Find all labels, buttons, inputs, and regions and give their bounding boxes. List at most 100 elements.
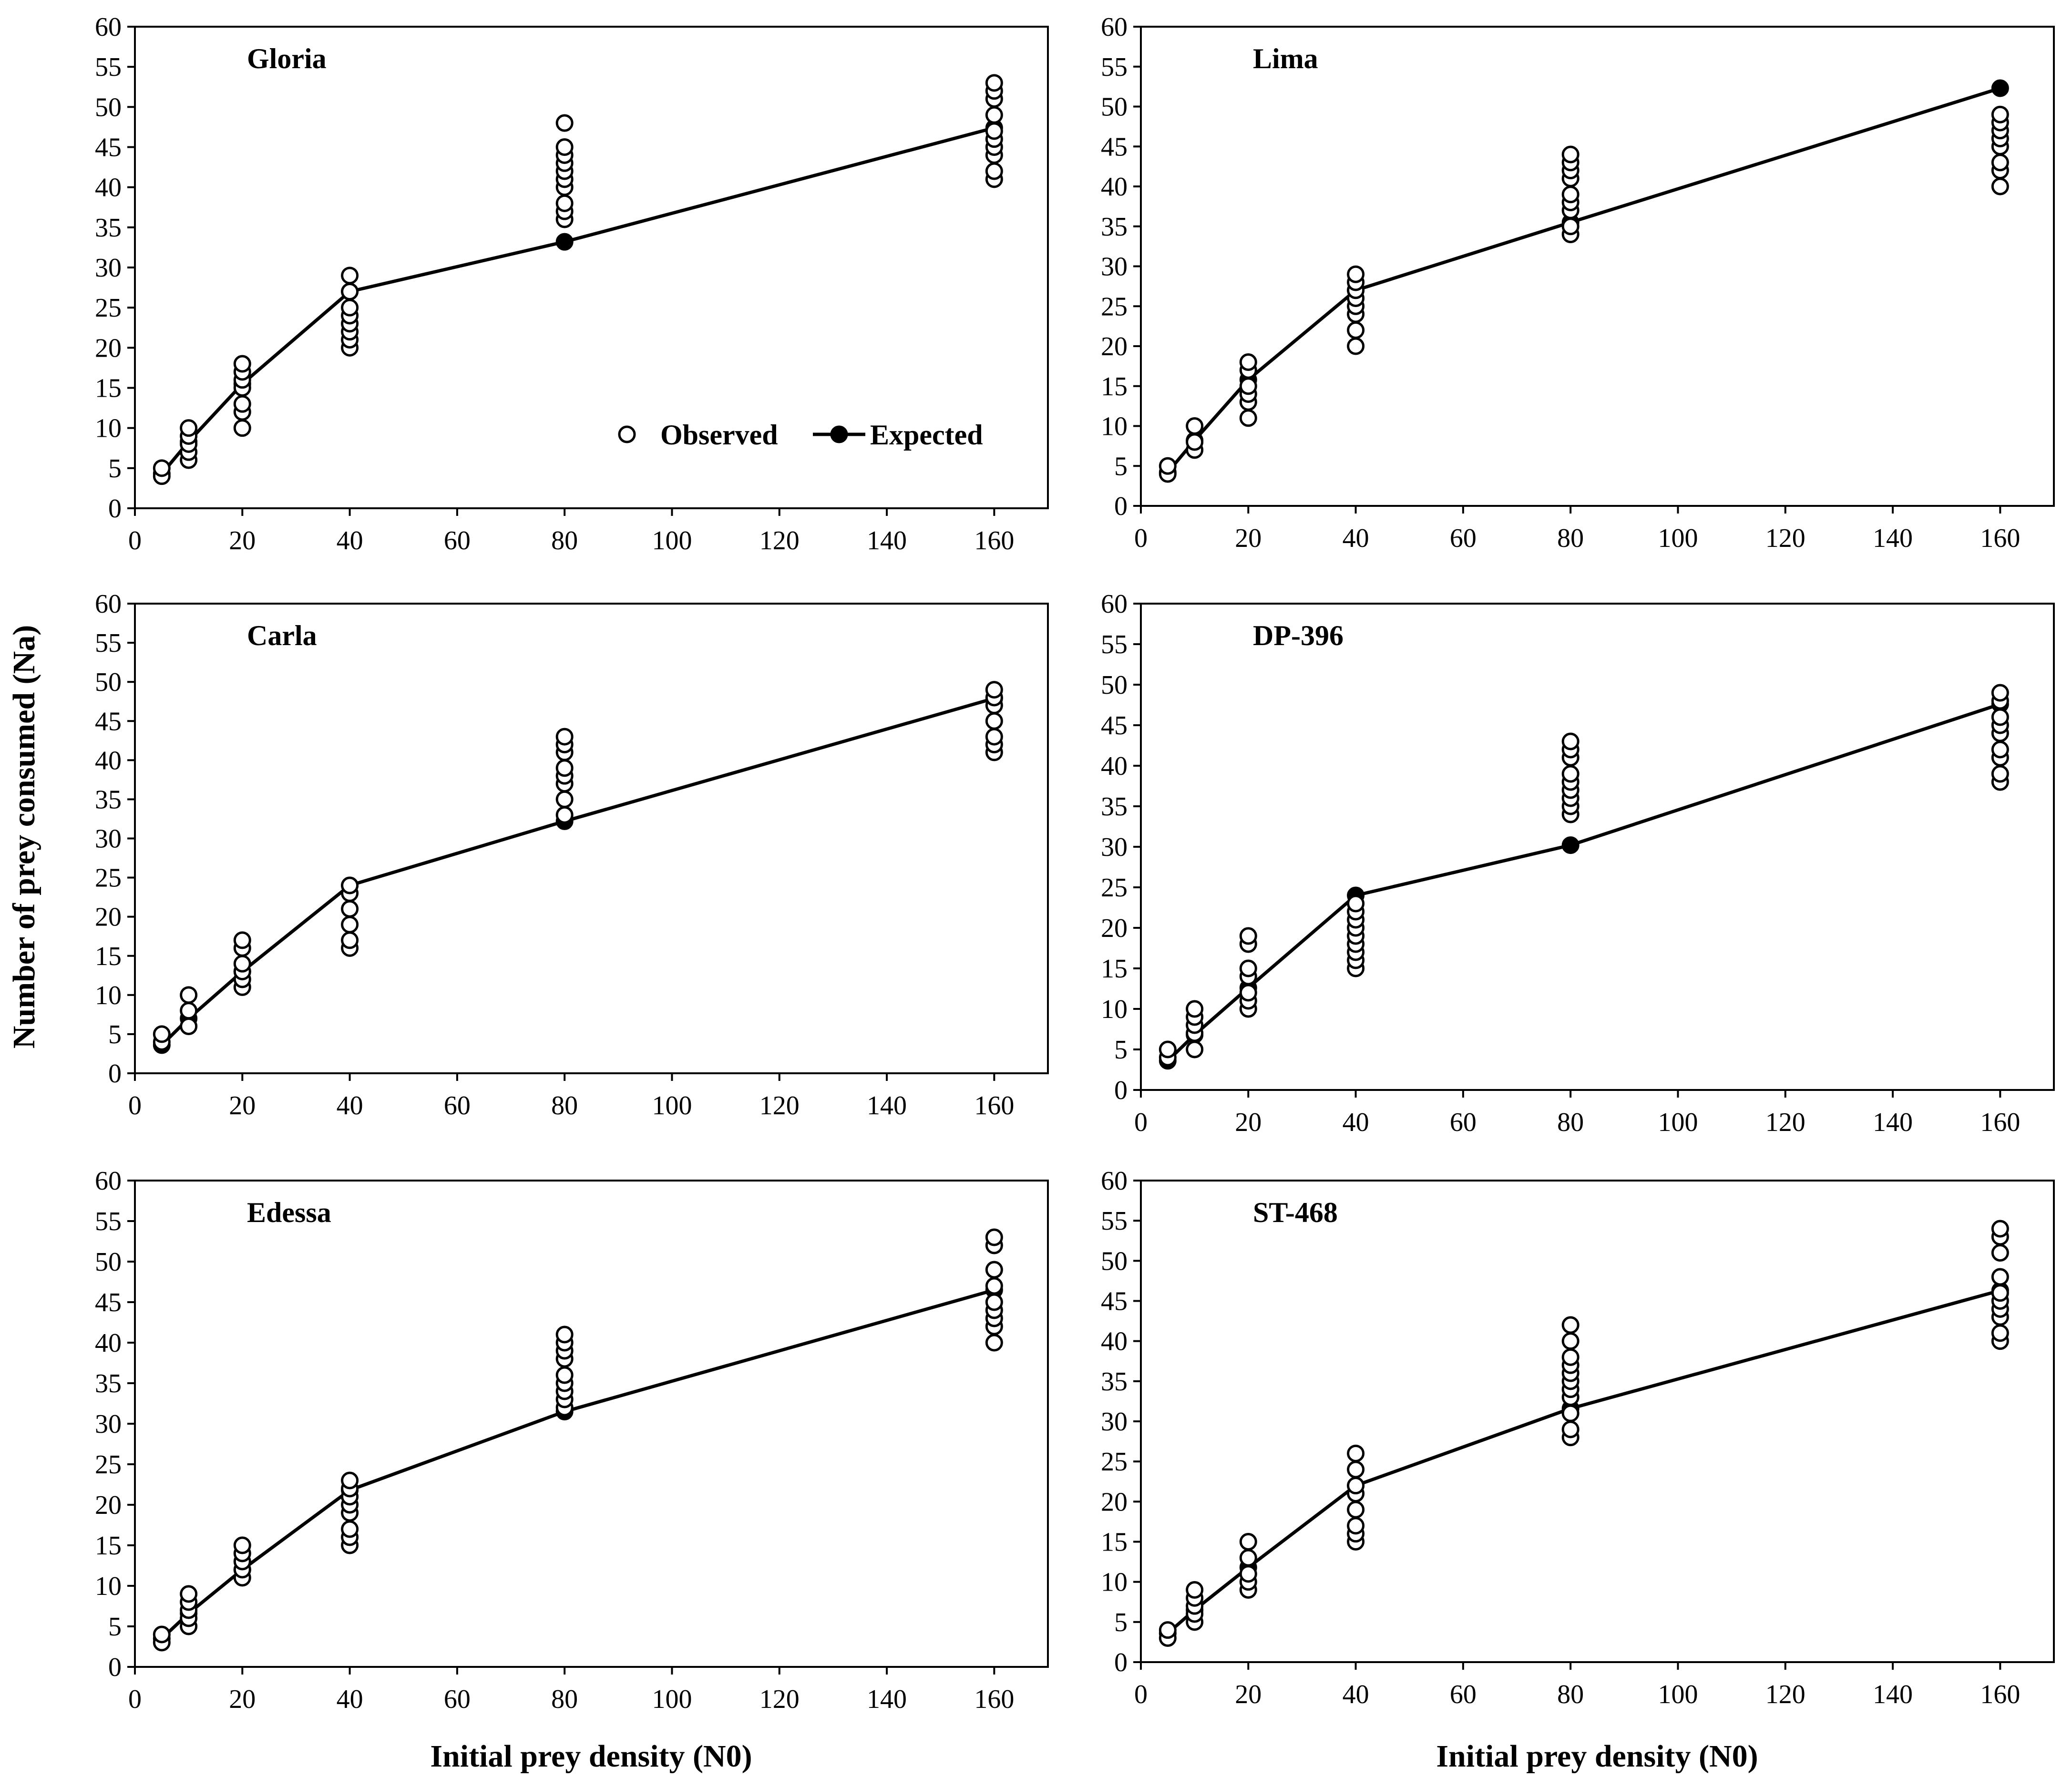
y-tick-label: 50 (1101, 92, 1128, 122)
x-tick-label: 140 (867, 526, 907, 555)
observed-point (1347, 265, 1365, 283)
observed-point (985, 1293, 1003, 1311)
y-tick-label: 30 (95, 253, 122, 283)
y-tick-label: 45 (95, 707, 122, 736)
observed-point (180, 1002, 198, 1020)
x-tick-label: 20 (1235, 1680, 1262, 1709)
y-tick-label: 40 (1101, 751, 1128, 781)
y-tick-label: 20 (1101, 914, 1128, 943)
observed-point (180, 419, 198, 437)
x-tick-label: 60 (444, 1091, 471, 1120)
y-tick-label: 0 (108, 494, 122, 524)
expected-series-line (160, 126, 995, 475)
y-tick-label: 35 (1101, 212, 1128, 242)
y-tick-label: 30 (1101, 252, 1128, 282)
y-tick-label: 35 (95, 213, 122, 243)
x-tick-label: 80 (551, 1091, 578, 1120)
x-tick-label: 0 (1134, 1108, 1148, 1137)
observed-point (341, 283, 359, 300)
y-tick-label: 50 (95, 668, 122, 697)
y-tick-label: 40 (1101, 172, 1128, 202)
panel-title: Gloria (247, 43, 327, 74)
legend-observed-marker (618, 425, 636, 443)
expected-point (1991, 79, 2009, 97)
observed-point (153, 1025, 171, 1043)
expected-series-line (1166, 86, 2001, 473)
y-tick-label: 10 (95, 1572, 122, 1601)
x-tick-label: 60 (1450, 1108, 1477, 1137)
y-tick-label: 5 (1114, 1608, 1128, 1637)
panel-lima: 0 5 10 15 20 25 30 35 40 45 50 55 60 0 20 40 60 80 100 120 1… (1101, 12, 2055, 553)
observed-point (985, 1334, 1003, 1352)
y-tick-label: 25 (1101, 1447, 1128, 1477)
y-tick-label: 20 (95, 1490, 122, 1520)
y-tick-label: 60 (95, 12, 122, 42)
observed-point (1186, 417, 1204, 435)
x-tick-label: 20 (1235, 1108, 1262, 1137)
observed-point (1347, 1460, 1365, 1479)
x-tick-label: 140 (867, 1685, 907, 1714)
y-tick-label: 10 (95, 414, 122, 443)
observed-point (1561, 1420, 1580, 1439)
panel-carla: 0 5 10 15 20 25 30 35 40 45 50 55 60 0 20 40 60 80 100 120 1… (95, 589, 1049, 1120)
y-tick-label: 55 (95, 628, 122, 658)
y-tick-label: 50 (1101, 670, 1128, 700)
observed-point (341, 1471, 359, 1490)
y-tick-label: 5 (108, 1020, 122, 1049)
y-tick-label: 60 (1101, 12, 1128, 42)
observed-point (985, 712, 1003, 730)
x-tick-label: 120 (759, 1685, 800, 1714)
observed-point (233, 931, 251, 949)
x-tick-label: 20 (1235, 524, 1262, 553)
observed-point (1561, 217, 1580, 236)
y-tick-label: 50 (1101, 1246, 1128, 1276)
y-tick-label: 10 (1101, 1568, 1128, 1597)
observed-point (153, 1625, 171, 1644)
y-tick-label: 55 (95, 52, 122, 82)
observed-point (1347, 337, 1365, 355)
x-tick-label: 20 (229, 526, 256, 555)
observed-point (180, 986, 198, 1004)
observed-point (1991, 684, 2009, 702)
observed-point (341, 298, 359, 317)
observed-point (341, 1520, 359, 1538)
y-tick-label: 0 (1114, 492, 1128, 521)
x-tick-label: 60 (1450, 524, 1477, 553)
y-tick-label: 50 (95, 1247, 122, 1277)
y-tick-label: 35 (1101, 792, 1128, 822)
panel-edessa: 0 5 10 15 20 25 30 35 40 45 50 55 60 0 20 40 60 80 100 120 1… (95, 1166, 1049, 1714)
x-tick-label: 60 (1450, 1680, 1477, 1709)
observed-point (1239, 1565, 1257, 1583)
y-tick-label: 10 (95, 981, 122, 1010)
observed-point (555, 1326, 574, 1344)
observed-point (985, 728, 1003, 746)
observed-point (1991, 1244, 2009, 1262)
x-tick-label: 140 (1873, 1680, 1913, 1709)
observed-point (341, 267, 359, 285)
y-tick-label: 45 (95, 1288, 122, 1317)
observed-point (555, 806, 574, 824)
y-tick-label: 35 (95, 785, 122, 814)
observed-point (1991, 154, 2009, 172)
x-tick-label: 80 (551, 1685, 578, 1714)
observed-point (153, 459, 171, 477)
y-tick-label: 0 (108, 1059, 122, 1089)
observed-point (1347, 1500, 1365, 1519)
observed-point (555, 138, 574, 156)
observed-point (985, 1261, 1003, 1279)
panel-gloria: 0 5 10 15 20 25 30 35 40 45 50 55 60 0 20 40 60 80 100 120 1… (95, 12, 1049, 555)
x-tick-label: 120 (1765, 524, 1805, 553)
observed-point (341, 931, 359, 949)
plot-frame (1140, 26, 2055, 507)
expected-point (1561, 836, 1580, 854)
observed-point (1991, 740, 2009, 759)
y-tick-label: 45 (1101, 711, 1128, 740)
x-tick-label: 40 (1343, 1108, 1369, 1137)
observed-point (985, 122, 1003, 140)
y-tick-label: 5 (1114, 452, 1128, 481)
y-tick-label: 55 (1101, 630, 1128, 659)
panel-title: Edessa (247, 1197, 331, 1228)
x-tick-label: 80 (551, 526, 578, 555)
x-tick-label: 40 (337, 1091, 363, 1120)
